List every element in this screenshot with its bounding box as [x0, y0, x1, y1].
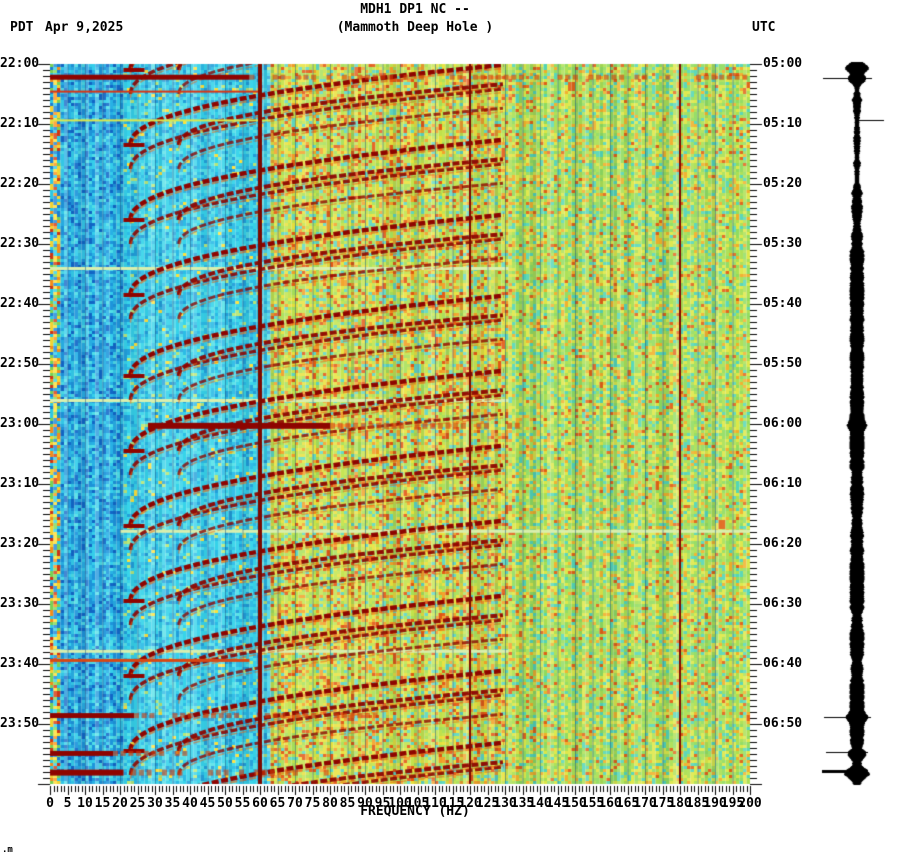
freq-tick-label: 90: [357, 796, 373, 811]
freq-tick-label: 30: [147, 796, 163, 811]
freq-tick-label: 155: [580, 796, 605, 811]
timezone-right-label: UTC: [752, 20, 776, 35]
freq-tick-label: 180: [668, 796, 692, 811]
utc-time-label: 05:50: [763, 356, 803, 371]
pdt-time-label: 23:30: [0, 596, 40, 611]
freq-tick-label: 135: [510, 796, 535, 811]
pdt-time-label: 22:10: [0, 116, 40, 131]
freq-tick-label: 60: [252, 796, 268, 811]
x-axis-title: FREQUENCY (HZ): [360, 804, 470, 819]
freq-tick-label: 125: [475, 796, 500, 811]
utc-time-label: 05:40: [763, 296, 803, 311]
freq-tick-label: 75: [304, 796, 321, 811]
utc-time-label: 06:50: [763, 716, 803, 731]
freq-tick-label: 45: [199, 796, 216, 811]
freq-tick-label: 5: [63, 796, 72, 811]
utc-time-label: 06:00: [763, 416, 803, 431]
freq-tick-label: 195: [720, 796, 745, 811]
pdt-time-label: 23:10: [0, 476, 40, 491]
freq-tick-label: 145: [545, 796, 570, 811]
freq-tick-label: 160: [598, 796, 622, 811]
freq-tick-label: 110: [423, 796, 447, 811]
freq-tick-label: 95: [374, 796, 391, 811]
freq-tick-label: 105: [405, 796, 430, 811]
freq-tick-label: 70: [287, 796, 303, 811]
pdt-time-label: 22:20: [0, 176, 40, 191]
freq-tick-label: 190: [703, 796, 727, 811]
pdt-time-label: 23:50: [0, 716, 40, 731]
freq-tick-label: 25: [129, 796, 146, 811]
freq-tick-label: 120: [458, 796, 482, 811]
page-subtitle: (Mammoth Deep Hole ): [336, 20, 494, 35]
freq-tick-label: 100: [388, 796, 412, 811]
freq-tick-label: 65: [269, 796, 286, 811]
corner-mark: .m: [2, 845, 13, 855]
page-title: MDH1 DP1 NC --: [360, 2, 470, 17]
freq-tick-label: 50: [217, 796, 233, 811]
pdt-time-label: 22:40: [0, 296, 40, 311]
freq-tick-label: 80: [322, 796, 338, 811]
freq-tick-label: 0: [46, 796, 54, 811]
freq-tick-label: 55: [234, 796, 251, 811]
utc-time-label: 06:20: [763, 536, 803, 551]
freq-tick-label: 15: [94, 796, 111, 811]
utc-time-label: 05:00: [763, 56, 803, 71]
freq-tick-label: 150: [563, 796, 587, 811]
freq-tick-label: 20: [112, 796, 128, 811]
utc-time-label: 06:30: [763, 596, 803, 611]
pdt-time-label: 22:50: [0, 356, 40, 371]
pdt-time-label: 22:30: [0, 236, 40, 251]
utc-time-label: 06:10: [763, 476, 803, 491]
freq-tick-label: 10: [77, 796, 93, 811]
freq-tick-label: 85: [339, 796, 356, 811]
utc-time-label: 05:30: [763, 236, 803, 251]
pdt-time-label: 23:20: [0, 536, 40, 551]
freq-tick-label: 175: [650, 796, 675, 811]
timezone-left-label: PDT: [10, 20, 34, 35]
freq-tick-label: 140: [528, 796, 552, 811]
freq-tick-label: 40: [182, 796, 198, 811]
utc-time-label: 05:20: [763, 176, 803, 191]
pdt-time-label: 23:40: [0, 656, 40, 671]
freq-tick-label: 35: [164, 796, 181, 811]
freq-tick-label: 170: [633, 796, 657, 811]
freq-tick-label: 130: [493, 796, 517, 811]
freq-tick-label: 185: [685, 796, 710, 811]
freq-tick-label: 200: [738, 796, 762, 811]
pdt-time-label: 23:00: [0, 416, 40, 431]
utc-time-label: 05:10: [763, 116, 803, 131]
pdt-time-label: 22:00: [0, 56, 40, 71]
utc-time-label: 06:40: [763, 656, 803, 671]
freq-tick-label: 115: [440, 796, 465, 811]
freq-tick-label: 165: [615, 796, 640, 811]
date-label: Apr 9,2025: [45, 20, 124, 35]
